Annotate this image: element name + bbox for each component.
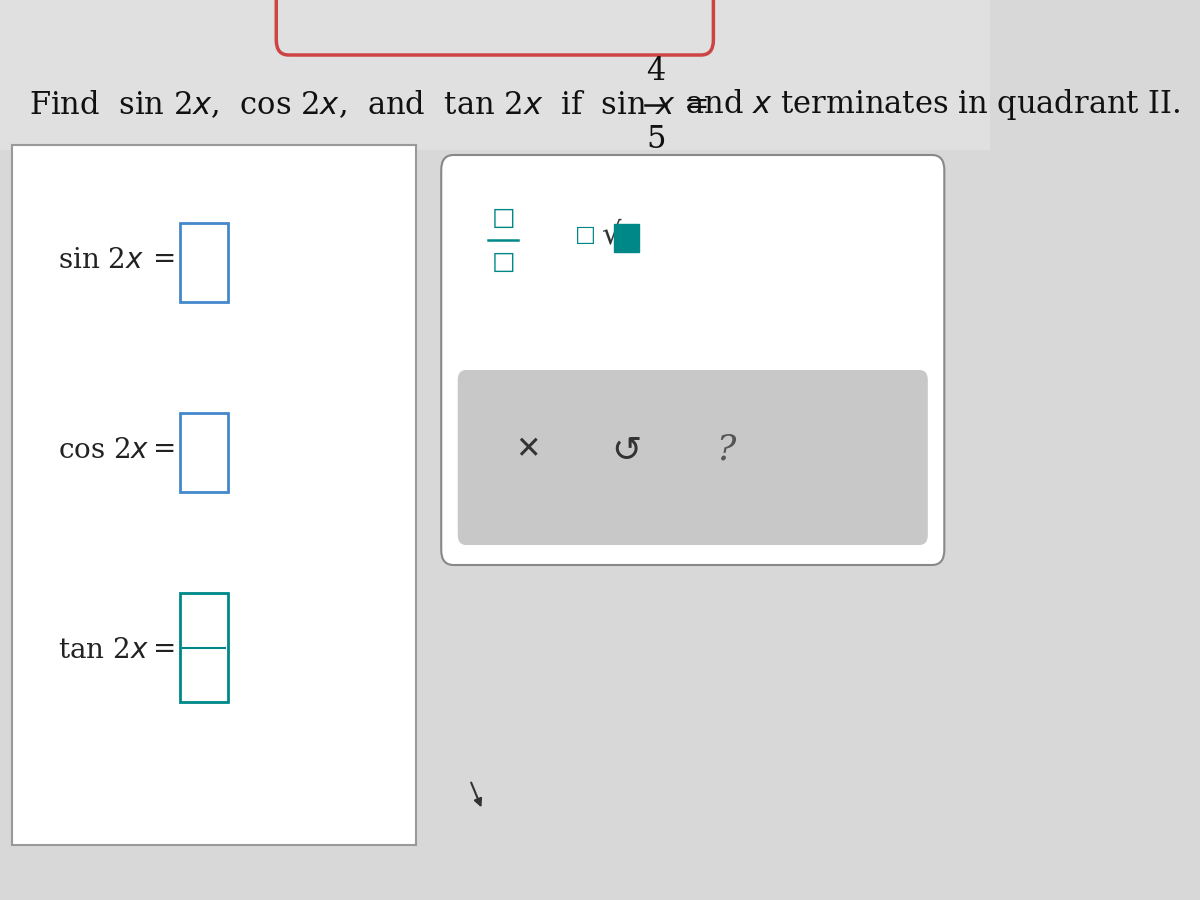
FancyBboxPatch shape [0,0,990,150]
Text: √: √ [601,220,620,249]
FancyBboxPatch shape [180,223,228,302]
FancyBboxPatch shape [442,155,944,565]
Text: sin 2$x$: sin 2$x$ [58,247,144,274]
Text: =: = [152,636,176,663]
Text: Find  sin 2$x$,  cos 2$x$,  and  tan 2$x$  if  sin $x$ =: Find sin 2$x$, cos 2$x$, and tan 2$x$ if… [29,89,708,121]
Text: ?: ? [716,433,736,467]
Text: cos 2$x$: cos 2$x$ [58,436,149,464]
Text: ✕: ✕ [515,436,540,464]
Text: and $x$ terminates in quadrant II.: and $x$ terminates in quadrant II. [677,87,1181,122]
Text: 5: 5 [646,124,666,155]
Text: □: □ [575,225,596,245]
Text: □: □ [491,206,515,230]
FancyBboxPatch shape [180,593,228,702]
FancyBboxPatch shape [180,413,228,492]
Text: tan 2$x$: tan 2$x$ [58,636,149,663]
Text: =: = [152,436,176,464]
Text: 4: 4 [646,56,665,87]
Text: ↺: ↺ [612,433,642,467]
FancyBboxPatch shape [614,224,640,252]
Text: □: □ [491,250,515,274]
Text: =: = [152,247,176,274]
FancyBboxPatch shape [12,145,416,845]
FancyBboxPatch shape [457,370,928,545]
